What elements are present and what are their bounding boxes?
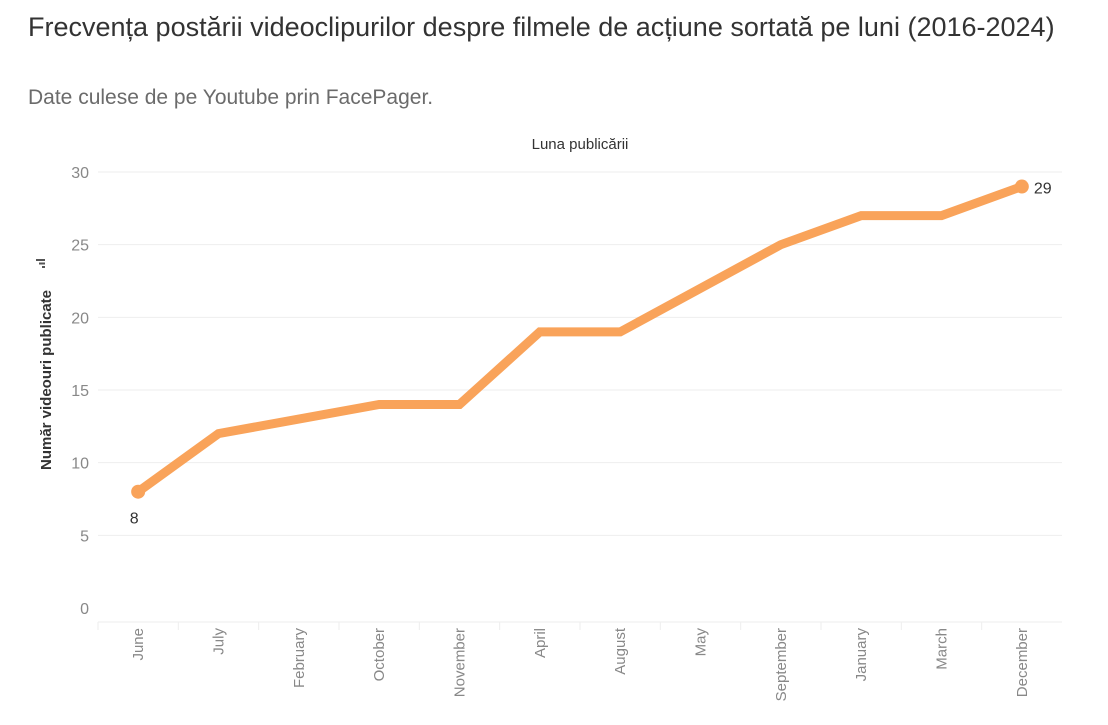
x-tick-label: July [211,628,228,655]
gridlines [98,171,1062,623]
y-tick-label: 30 [71,165,89,182]
data-label: 8 [130,511,139,528]
x-tick-label: March [934,628,951,670]
y-tick-label: 25 [71,238,89,255]
x-axis-ticks: June July February October November April Augu… [97,622,1031,701]
x-axis-title: Luna publicării [532,136,629,153]
x-tick-label: November [452,628,469,697]
y-tick-label: 0 [80,601,89,618]
y-tick-label: 10 [71,456,89,473]
y-axis-title-group: Număr videouri publicate [36,259,55,470]
y-tick-label: 20 [71,310,89,327]
x-tick-label: September [773,628,790,701]
data-point-marker[interactable] [1014,179,1029,194]
x-tick-label: May [693,628,710,657]
y-tick-label: 5 [80,528,89,545]
y-axis-ticks: 0 5 10 15 20 25 30 [71,165,89,618]
series: 8 29 [130,179,1052,528]
x-tick-label: April [532,628,549,658]
x-tick-label: October [371,628,388,681]
series-line [133,182,1027,497]
data-label: 29 [1034,181,1052,198]
sort-icon[interactable] [36,259,45,268]
y-tick-label: 15 [71,383,89,400]
chart-title: Frecvența postării videoclipurilor despr… [28,12,1055,42]
x-tick-label: January [853,628,870,682]
data-point-marker[interactable] [131,484,146,499]
x-tick-label: June [130,628,147,661]
chart-subtitle: Date culese de pe Youtube prin FacePager… [28,86,434,109]
y-axis-title: Număr videouri publicate [38,290,55,470]
x-tick-label: December [1014,628,1031,697]
x-tick-label: August [612,627,629,675]
x-tick-label: February [291,628,308,689]
